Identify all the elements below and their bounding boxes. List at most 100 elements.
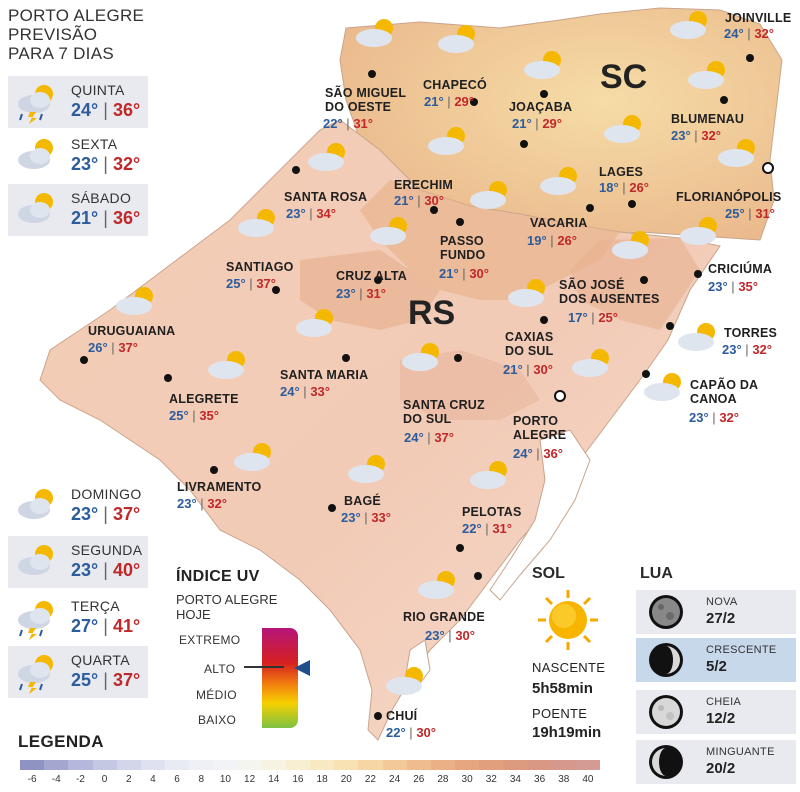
city-dot <box>164 374 172 382</box>
city-label-chui: CHUÍ <box>386 709 418 723</box>
city-temps: 21° | 29° <box>512 116 562 131</box>
uv-indicator-arrow-icon <box>294 660 310 676</box>
city-label-torres: TORRES <box>724 326 778 340</box>
forecast-day-name: SÁBADO <box>71 190 132 206</box>
sun-cloud-icon <box>386 667 423 695</box>
city-dot <box>586 204 594 212</box>
waxing-moon-icon <box>649 643 683 677</box>
title-line-3: PARA 7 DIAS <box>8 44 114 63</box>
forecast-day-name: SEGUNDA <box>71 542 143 558</box>
sunset-label: POENTE <box>532 706 588 721</box>
capital-marker <box>762 162 774 174</box>
sun-cloud-icon <box>688 61 725 89</box>
full-moon-icon <box>649 695 683 729</box>
city-dot <box>374 276 382 284</box>
city-dot <box>342 354 350 362</box>
city-dot <box>540 316 548 324</box>
sun-title: SOL <box>532 565 565 582</box>
city-label-santa-cruz-do-sul: SANTA CRUZ DO SUL <box>403 398 485 426</box>
legend-tick-label: 0 <box>101 774 108 785</box>
city-label-passo-fundo: PASSO FUNDO <box>440 234 486 262</box>
legend-swatch <box>358 760 383 770</box>
city-temps: 23° | 34° <box>286 206 336 221</box>
city-dot <box>368 70 376 78</box>
city-dot <box>474 572 482 580</box>
city-label-santa-rosa: SANTA ROSA <box>284 190 368 204</box>
sun-cloud-icon <box>18 489 53 519</box>
forecast-day-1: QUINTA 24° | 36° <box>8 76 148 128</box>
forecast-day-temps: 25° | 37° <box>71 670 141 690</box>
legend-swatch <box>285 760 311 770</box>
legend-swatch <box>116 760 141 770</box>
legend-swatch <box>165 760 190 770</box>
legend-swatch <box>20 760 45 770</box>
city-dot <box>470 98 478 106</box>
city-dot <box>666 322 674 330</box>
city-label-uruguaiana: URUGUAIANA <box>88 324 176 338</box>
city-dot <box>328 504 336 512</box>
sunset-time: 19h19min <box>532 724 602 741</box>
legend-swatch <box>44 760 69 770</box>
city-dot <box>292 166 300 174</box>
city-dot <box>628 200 636 208</box>
forecast-day-7: QUARTA 25° | 37° <box>8 646 148 698</box>
sun-cloud-icon <box>604 115 641 143</box>
city-temps: 26° | 37° <box>88 340 138 355</box>
sun-cloud-icon <box>678 323 715 351</box>
sun-cloud-icon <box>348 455 385 483</box>
city-dot <box>456 218 464 226</box>
legend-swatch <box>92 760 117 770</box>
city-temps: 23° | 31° <box>336 286 386 301</box>
title-line-1: PORTO ALEGRE <box>8 6 145 25</box>
city-dot <box>540 90 548 98</box>
city-temps: 25° | 37° <box>226 276 276 291</box>
legend-title: LEGENDA <box>18 732 104 751</box>
new-moon-icon <box>649 595 683 629</box>
city-label-caxias-do-sul: CAXIAS DO SUL <box>505 330 554 358</box>
city-label-lages: LAGES <box>599 165 644 179</box>
city-label-sao-jose-dos-ausentes: SÃO JOSÉ DOS AUSENTES <box>559 278 660 306</box>
legend-swatch <box>140 760 166 770</box>
forecast-day-2: SEXTA 23° | 32° <box>8 130 148 182</box>
uv-level-baixo: BAIXO <box>198 713 237 727</box>
forecast-day-name: QUINTA <box>71 82 125 98</box>
legend-swatch <box>382 760 407 770</box>
legend-tick-label: 18 <box>316 774 328 785</box>
legend-swatch <box>213 760 238 770</box>
forecast-day-temps: 23° | 40° <box>71 560 141 580</box>
city-dot <box>746 54 754 62</box>
sun-cloud-icon <box>508 279 545 307</box>
sun-cloud-icon <box>470 181 507 209</box>
legend-tick-label: 6 <box>174 774 180 785</box>
sun-cloud-icon <box>116 287 153 315</box>
city-dot <box>210 466 218 474</box>
uv-level-extremo: EXTREMO <box>179 633 241 647</box>
forecast-day-6: TERÇA 27° | 41° <box>8 592 148 644</box>
legend-swatch <box>455 760 480 770</box>
sun-cloud-icon <box>572 349 609 377</box>
city-label-alegrete: ALEGRETE <box>169 392 239 406</box>
sun-cloud-icon <box>18 545 53 575</box>
forecast-day-name: SEXTA <box>71 136 118 152</box>
uv-level-medio: MÉDIO <box>196 688 237 702</box>
forecast-day-temps: 24° | 36° <box>71 100 141 120</box>
legend-tick-label: 26 <box>413 774 425 785</box>
sun-cloud-storm-icon <box>18 601 53 640</box>
legend-swatch <box>237 760 262 770</box>
city-temps: 24° | 32° <box>724 26 774 41</box>
city-label-capao-da-canoa: CAPÃO DA CANOA <box>690 378 759 406</box>
legend-swatch <box>189 760 214 770</box>
legend-tick-label: -2 <box>75 774 85 785</box>
city-temps: 24° | 33° <box>280 384 330 399</box>
legend-tick-label: 2 <box>125 774 132 785</box>
sun-cloud-icon <box>402 343 439 371</box>
legend-swatch <box>503 760 528 770</box>
city-dot <box>430 206 438 214</box>
legend-swatch <box>406 760 431 770</box>
sun-cloud-icon <box>670 11 707 39</box>
uv-indicator-line <box>244 666 284 668</box>
city-dot <box>640 276 648 284</box>
city-label-joinville: JOINVILLE <box>725 11 792 25</box>
city-dot <box>374 712 382 720</box>
